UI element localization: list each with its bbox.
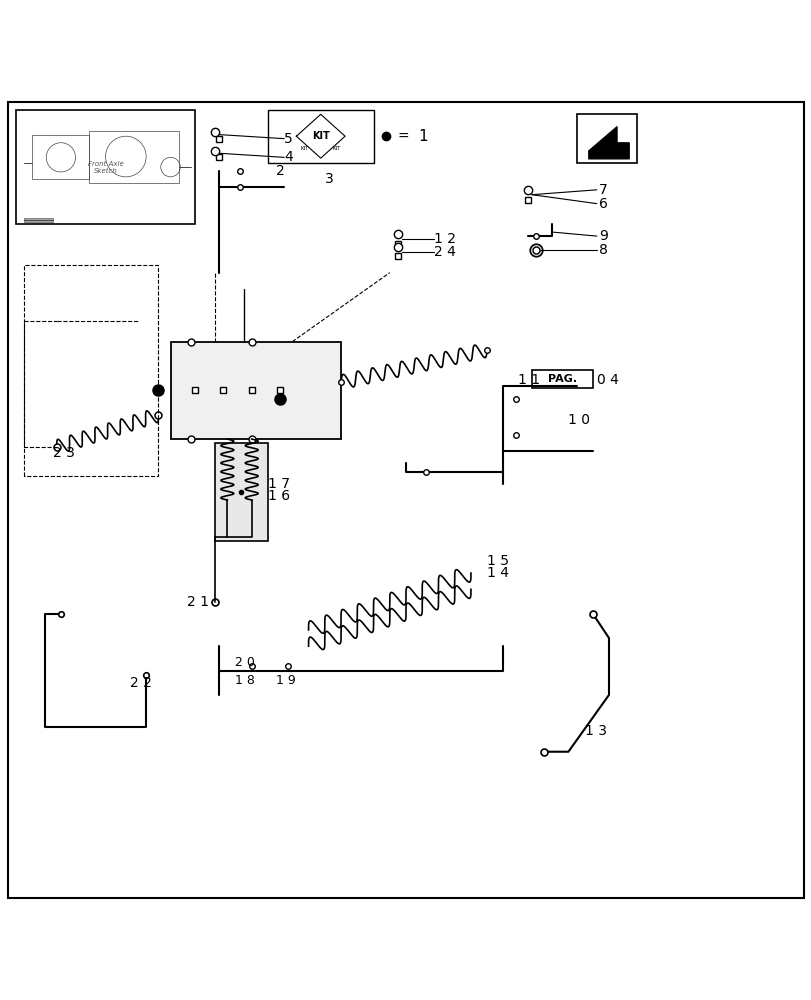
Bar (576, 114, 637, 163)
Text: 1: 1 (418, 129, 427, 144)
Text: KIT: KIT (311, 131, 329, 141)
Text: 1 6: 1 6 (268, 489, 290, 503)
Bar (215, 443, 268, 541)
Bar (89, 131, 178, 183)
Text: 1 3: 1 3 (584, 724, 606, 738)
Bar (24, 218, 53, 222)
Bar (531, 370, 592, 388)
Text: 2 1: 2 1 (187, 594, 208, 608)
Text: 4: 4 (284, 150, 293, 164)
Text: 2 0: 2 0 (235, 656, 255, 669)
Bar (170, 342, 341, 439)
Text: 1 5: 1 5 (487, 554, 508, 568)
Text: 1 9: 1 9 (276, 674, 295, 687)
Text: 9: 9 (599, 229, 607, 243)
Text: PAG.: PAG. (547, 374, 576, 384)
Bar (16, 110, 195, 224)
Text: 1 0: 1 0 (568, 413, 590, 427)
Text: KIT: KIT (333, 146, 341, 151)
Text: 1 1: 1 1 (517, 373, 539, 387)
Bar (32, 135, 89, 179)
Polygon shape (588, 126, 629, 159)
Text: 0 4: 0 4 (596, 373, 618, 387)
Text: 8: 8 (599, 243, 607, 257)
Bar (268, 110, 373, 163)
Text: 7: 7 (599, 183, 607, 197)
Text: =: = (397, 129, 414, 143)
Text: 1 2: 1 2 (434, 232, 456, 246)
Text: 2 2: 2 2 (130, 676, 152, 690)
Text: 1 8: 1 8 (235, 674, 255, 687)
Text: KIT: KIT (300, 146, 308, 151)
Text: 2: 2 (276, 164, 285, 178)
Text: 2 4: 2 4 (434, 245, 456, 259)
Text: 1 4: 1 4 (487, 566, 508, 580)
Text: 6: 6 (599, 197, 607, 211)
Text: 3: 3 (324, 172, 333, 186)
Text: 1 7: 1 7 (268, 477, 290, 491)
Text: Front Axle
Sketch: Front Axle Sketch (88, 161, 123, 174)
Text: 5: 5 (284, 132, 293, 146)
Text: 2 3: 2 3 (53, 446, 75, 460)
